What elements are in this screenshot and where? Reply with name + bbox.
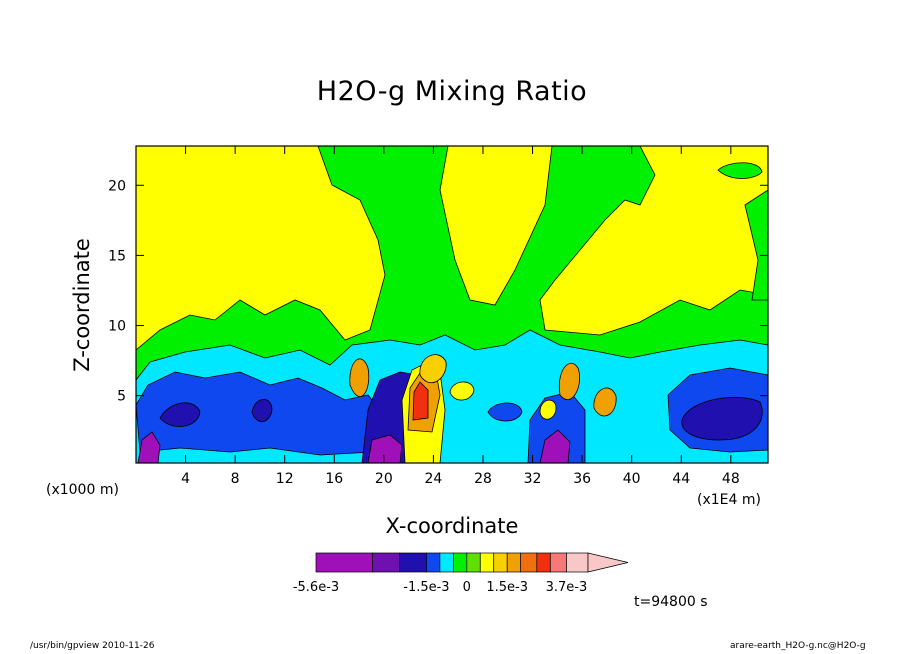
field-region-navy-mid [251,398,273,422]
x-tick-label: 40 [623,471,641,487]
colorbar-tick-label: 1.5e-3 [486,580,528,595]
field-region-navy-left [159,402,201,427]
colorbar-segment [399,552,427,573]
colorbar-segment [466,552,481,573]
field-region-core-red [412,381,429,421]
plot-area [136,146,768,463]
colorbar-segment [479,552,495,573]
colorbar-segment [426,552,441,573]
colorbar-segment [372,552,400,573]
colorbar-extension [587,552,629,573]
colorbar-tick-label: 3.7e-3 [546,580,588,595]
colorbar: -5.6e-3 -1.5e-3 0 1.5e-3 3.7e-3 [293,552,629,595]
x-tick-label: 44 [672,471,690,487]
x-unit-note: (x1000 m) [46,482,119,498]
field-region-right-core-orange [558,362,580,400]
footer-left: /usr/bin/gpview 2010-11-26 [30,641,155,651]
colorbar-segment [520,552,538,573]
x-tick-label: 4 [181,471,190,487]
colorbar-tick-label: 0 [463,580,471,595]
colorbar-segment [566,552,589,573]
field-region-purple-bottom-left [137,431,161,463]
field-region-right-core-orange2 [593,387,617,417]
field-region-right-core-yellow [539,399,557,420]
field-region-navy-right [681,396,763,441]
x-tick-label: 12 [276,471,294,487]
field-region-mid-small-yellow [449,381,475,401]
field-region-core-orange-left [349,358,370,397]
colorbar-segment [493,552,508,573]
field-region-core-purple [367,434,403,463]
y-tick-label: 10 [108,319,126,335]
x-tick-label: 28 [474,471,492,487]
colorbar-segment [536,552,551,573]
footer-right: arare-earth_H2O-g.nc@H2O-g [730,641,866,651]
x-axis: 4 8 12 16 20 24 28 32 36 40 44 48 [181,146,740,487]
colorbar-segment [452,552,468,573]
y-tick-label: 15 [108,248,126,264]
colorbar-segment [315,552,373,573]
y-tick-label: 5 [117,389,126,405]
plot-frame [135,145,769,464]
x-axis-label: X-coordinate [385,514,519,538]
field-region-right-core-purple [539,429,571,463]
time-label: t=94800 s [634,594,708,610]
y-tick-label: 20 [108,178,126,194]
field-region-green-right-edge [744,189,768,301]
field-region-mid-small-blue [487,402,523,422]
colorbar-tick-label: -1.5e-3 [403,580,449,595]
chart-title: H2O-g Mixing Ratio [316,76,588,107]
field-region-green-top-right [717,162,763,179]
y-axis: 5 10 15 20 [108,178,768,405]
x-tick-label: 16 [325,471,343,487]
x-tick-label: 32 [524,471,542,487]
y-axis-label: Z-coordinate [70,238,94,372]
colorbar-segment [439,552,454,573]
x-tick-label: 20 [375,471,393,487]
colorbar-segment [506,552,522,573]
colorbar-segment [549,552,567,573]
colorbar-tick-label: -5.6e-3 [293,580,339,595]
x-tick-label: 24 [424,471,442,487]
field-region-orange-top [419,354,447,383]
y-unit-note: (x1E4 m) [697,492,761,508]
x-tick-label: 48 [722,471,740,487]
x-tick-label: 8 [231,471,240,487]
x-tick-label: 36 [573,471,591,487]
